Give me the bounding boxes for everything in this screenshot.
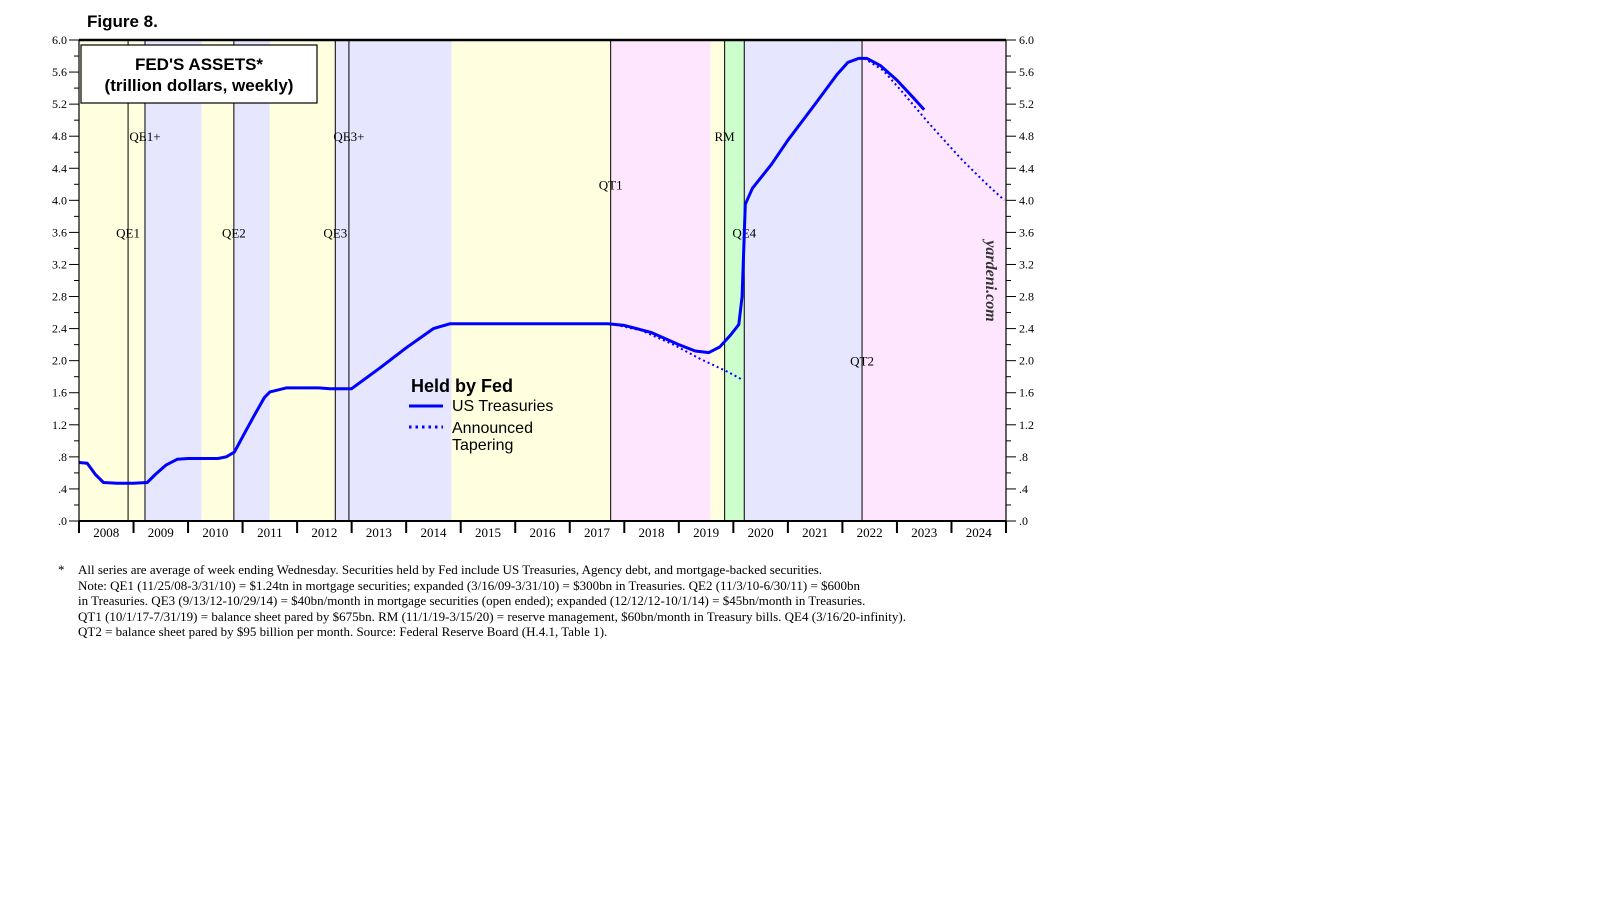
y-tick-label-right: 4.0 — [1019, 193, 1034, 207]
y-tick-label-left: 5.6 — [52, 65, 67, 79]
footnote-line: All series are average of week ending We… — [78, 562, 823, 577]
y-tick-label-right: 1.2 — [1019, 418, 1034, 432]
legend-item-us-treasuries: US Treasuries — [452, 398, 553, 415]
x-tick-label: 2020 — [748, 525, 774, 540]
x-tick-label: 2009 — [148, 525, 174, 540]
legend-title: Held by Fed — [411, 376, 513, 396]
y-tick-label-right: 2.4 — [1019, 322, 1034, 336]
y-tick-label-right: .0 — [1019, 514, 1028, 528]
y-tick-label-left: 5.2 — [52, 97, 67, 111]
x-tick-label: 2018 — [639, 525, 665, 540]
y-tick-label-left: 2.8 — [52, 290, 67, 304]
x-tick-label: 2013 — [366, 525, 392, 540]
event-label: QE1 — [116, 225, 140, 240]
footnote-line: QT1 (10/1/17-7/31/19) = balance sheet pa… — [78, 608, 906, 624]
x-tick-label: 2008 — [93, 525, 119, 540]
y-tick-label-left: .8 — [58, 450, 67, 464]
shaded-period — [744, 40, 863, 521]
y-tick-label-right: 5.6 — [1019, 65, 1034, 79]
shaded-period — [451, 40, 611, 521]
y-tick-label-left: 6.0 — [52, 33, 67, 47]
shaded-period — [201, 40, 234, 521]
shaded-period — [79, 40, 129, 521]
shaded-period — [610, 40, 711, 521]
y-tick-label-right: 6.0 — [1019, 33, 1034, 47]
x-tick-label: 2010 — [202, 525, 228, 540]
event-label: QT1 — [599, 177, 623, 192]
y-tick-label-right: 4.4 — [1019, 161, 1034, 175]
x-tick-label: 2023 — [911, 525, 937, 540]
y-tick-label-left: 1.6 — [52, 386, 67, 400]
y-tick-label-right: .4 — [1019, 482, 1028, 496]
footnote-marker: * — [58, 562, 65, 577]
shaded-period — [335, 40, 452, 521]
shaded-period — [269, 40, 336, 521]
y-tick-label-left: .4 — [58, 482, 67, 496]
y-tick-label-left: 4.8 — [52, 129, 67, 143]
chart-title: FED'S ASSETS* — [135, 55, 263, 74]
axes: .0 .0 .4 .4 .8 .8 1.2 1.2 1.6 1.6 2.0 2.0 2.4 2.4 2.8 2… — [52, 33, 1034, 540]
x-tick-label: 2017 — [584, 525, 611, 540]
event-label: QT2 — [850, 354, 874, 369]
shaded-period — [862, 40, 1006, 521]
y-tick-label-left: 2.4 — [52, 322, 67, 336]
legend-item-announced: Announced — [452, 420, 533, 437]
footnote-line: QT2 = balance sheet pared by $95 billion… — [78, 624, 608, 639]
y-tick-label-right: 1.6 — [1019, 386, 1034, 400]
title-box-frame — [80, 44, 318, 104]
y-tick-label-left: 3.6 — [52, 225, 67, 239]
x-tick-label: 2014 — [420, 525, 447, 540]
x-tick-label: 2019 — [693, 525, 719, 540]
event-label: QE1+ — [129, 129, 160, 144]
y-tick-label-left: 3.2 — [52, 257, 67, 271]
series-lines — [78, 56, 1006, 485]
y-tick-label-right: 2.0 — [1019, 354, 1034, 368]
series-line-us-treasuries — [78, 56, 926, 485]
y-tick-label-left: 4.0 — [52, 193, 67, 207]
x-tick-label: 2015 — [475, 525, 501, 540]
x-tick-label: 2022 — [857, 525, 883, 540]
legend-item-tapering: Tapering — [452, 437, 513, 454]
title-box: FED'S ASSETS* (trillion dollars, weekly) — [80, 44, 318, 104]
shaded-period — [144, 40, 202, 521]
shaded-period — [233, 40, 270, 521]
x-tick-label: 2012 — [311, 525, 337, 540]
y-tick-label-left: .0 — [58, 514, 67, 528]
event-label: RM — [715, 129, 736, 144]
series-line-announced-tapering — [863, 57, 1006, 202]
y-tick-label-right: 3.6 — [1019, 225, 1034, 239]
shaded-periods — [79, 40, 1006, 521]
chart-subtitle: (trillion dollars, weekly) — [105, 76, 294, 95]
x-tick-label: 2021 — [802, 525, 828, 540]
x-tick-label: 2011 — [257, 525, 283, 540]
shaded-period — [724, 40, 745, 521]
y-tick-label-right: 5.2 — [1019, 97, 1034, 111]
footnote: * All series are average of week ending … — [58, 562, 1058, 640]
y-tick-label-right: 3.2 — [1019, 257, 1034, 271]
y-tick-label-left: 1.2 — [52, 418, 67, 432]
y-tick-label-right: .8 — [1019, 450, 1028, 464]
figure-label: Figure 8. — [87, 12, 158, 31]
y-tick-label-right: 2.8 — [1019, 290, 1034, 304]
event-label: QE3+ — [333, 129, 364, 144]
event-label: QE3 — [323, 225, 347, 240]
y-tick-label-left: 2.0 — [52, 354, 67, 368]
series-line-announced-tapering — [610, 322, 744, 381]
footnote-line: in Treasuries. QE3 (9/13/12-10/29/14) = … — [78, 593, 866, 608]
legend: Held by Fed US Treasuries Announced Tape… — [409, 376, 553, 454]
shaded-period — [128, 40, 145, 521]
event-label: QE2 — [222, 225, 246, 240]
shaded-period — [710, 40, 725, 521]
x-tick-label: 2016 — [530, 525, 557, 540]
x-tick-label: 2024 — [966, 525, 993, 540]
footnote-line: Note: QE1 (11/25/08-3/31/10) = $1.24tn i… — [78, 577, 861, 593]
y-tick-label-left: 4.4 — [52, 161, 67, 175]
y-tick-label-right: 4.8 — [1019, 129, 1034, 143]
watermark: yardeni.com — [982, 238, 999, 321]
